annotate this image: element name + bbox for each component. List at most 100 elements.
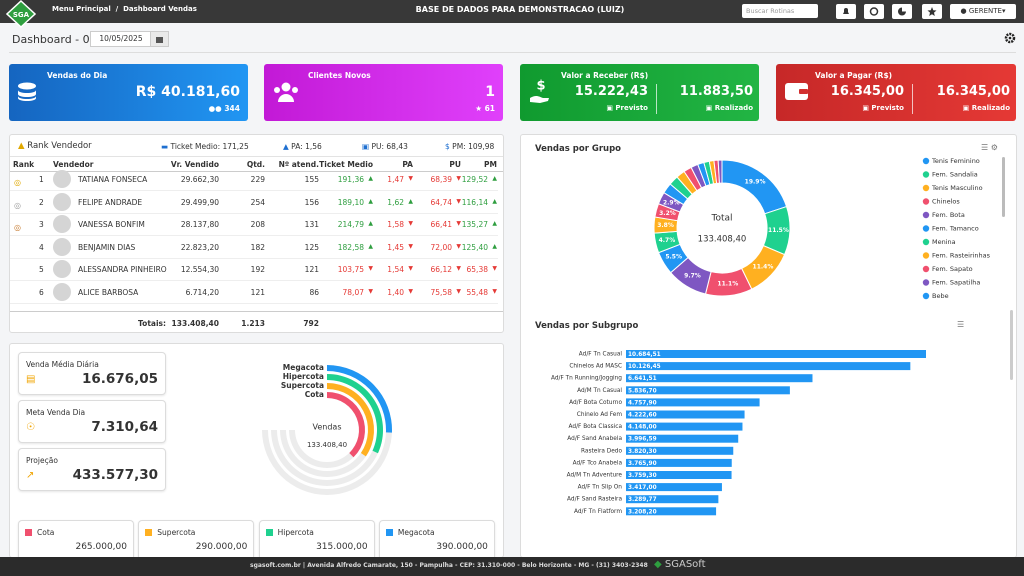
support-button[interactable]: [864, 4, 884, 19]
column-header: Rank: [13, 160, 35, 169]
trend-icon: ▼: [408, 288, 413, 295]
user-menu[interactable]: ● GERENTE▾: [950, 4, 1016, 19]
radial-bar: [327, 392, 365, 458]
slice-label: 3.8%: [657, 222, 674, 229]
legend-marker: [922, 225, 930, 232]
kpi-card: Vendas do Dia R$ 40.181,60 ●● 344: [9, 64, 248, 121]
table-cell: 182,58: [337, 242, 364, 252]
table-cell: 125: [304, 242, 319, 252]
footer-brand-text: SGASoft: [664, 559, 706, 570]
table-cell: 155: [304, 175, 319, 184]
logo[interactable]: SGA: [6, 0, 36, 28]
search-input[interactable]: Buscar Rotinas: [742, 4, 818, 18]
table-cell: 156: [304, 197, 319, 207]
rank-stat: $ PM: 109,98: [445, 142, 495, 151]
kpi-value: 15.222,43: [574, 84, 648, 99]
trend-icon: ▼: [456, 175, 461, 182]
chart-button[interactable]: [892, 4, 912, 19]
bar-value-label: 3.417,00: [628, 485, 657, 491]
calendar-button[interactable]: [150, 31, 169, 47]
bar-value-label: 3.820,30: [628, 449, 657, 455]
table-cell: 75,58: [430, 288, 452, 297]
bar: [626, 483, 722, 492]
table-cell: BENJAMIN DIAS: [78, 242, 136, 252]
trend-icon: ▲: [368, 220, 373, 228]
kpi-title: Vendas do Dia: [47, 71, 108, 80]
bar-category: Ad/M Tn Adventure: [567, 473, 623, 479]
slice-label: 19.9%: [745, 179, 766, 186]
table-cell: 1,58: [387, 220, 404, 230]
legend-scrollbar[interactable]: [1002, 157, 1005, 217]
legend-marker: [922, 171, 930, 178]
target-swatch: [25, 529, 32, 536]
settings-button[interactable]: [1004, 32, 1016, 44]
chart-menu[interactable]: ☰: [957, 320, 965, 329]
avatar: [53, 260, 71, 279]
footer: sgasoft.com.br | Avenida Alfredo Camarat…: [0, 557, 1024, 576]
target-label: Megacota: [397, 528, 435, 537]
legend-marker: [922, 238, 930, 246]
table-cell: 192: [250, 265, 265, 275]
table-cell: TATIANA FONSECA: [78, 175, 148, 184]
table-cell: 208: [250, 220, 265, 230]
kpi-sub: ▣ Previsto: [862, 104, 904, 112]
kpi-card: Valor a Pagar (R$) 16.345,00 ▣ Previsto …: [776, 64, 1016, 121]
kpi-sub-value: 61: [484, 104, 495, 113]
rank-stat-text: PM: 109,98: [452, 142, 495, 151]
table-cell: 1,45: [387, 242, 404, 252]
metric-label: Meta Venda Dia: [26, 408, 86, 417]
bar-category: Ad/F Sand Anabela: [567, 436, 622, 442]
divider: [9, 52, 1016, 53]
table-cell: 189,10: [337, 197, 364, 207]
kpi-sub: ▣ Realizado: [705, 104, 753, 112]
target-card: Hipercota 315.000,00: [258, 520, 375, 557]
bar-category: Ad/F Tn Running/Jogging: [551, 376, 622, 382]
notification-button[interactable]: [836, 4, 856, 19]
medal-icon: ◎: [14, 223, 21, 233]
divider: [10, 156, 503, 157]
bar-category: Ad/F Bota Coturno: [569, 400, 622, 406]
column-header: PM: [484, 160, 497, 169]
slice-label: 11.1%: [717, 281, 738, 288]
medal-icon: ◎: [14, 178, 21, 187]
date-input[interactable]: 10/05/2025: [90, 31, 152, 47]
trend-icon: ▼: [456, 242, 461, 250]
trend-icon: ▲: [492, 197, 497, 205]
breadcrumb-item[interactable]: Menu Principal: [52, 5, 111, 13]
breadcrumb-item[interactable]: Dashboard Vendas: [123, 5, 197, 13]
totals-label: Totais:: [138, 319, 166, 328]
row-divider: [10, 303, 498, 304]
bar: [626, 398, 760, 407]
legend-marker: [922, 157, 930, 165]
rank-panel: ▲ Rank Vendedor ▬ Ticket Medio: 171,25 ▲…: [9, 134, 504, 333]
panel-scrollbar[interactable]: [1010, 310, 1013, 380]
chart-menu[interactable]: ☰ ⚙: [981, 143, 998, 152]
trend-icon: ▲: [492, 175, 497, 182]
table-cell: 1,54: [387, 265, 404, 275]
svg-text:$: $: [536, 79, 545, 94]
legend-marker: [922, 252, 930, 259]
table-cell: 3: [39, 220, 44, 230]
table-cell: 86: [309, 288, 319, 297]
bar: [626, 471, 732, 479]
table-cell: 1,40: [387, 288, 404, 297]
rank-stat-text: PA: 1,56: [291, 142, 322, 151]
legend-marker: [922, 292, 930, 300]
chart-title: Vendas por Subgrupo: [535, 321, 639, 331]
table-cell: VANESSA BONFIM: [78, 220, 145, 230]
trend-icon: ▼: [492, 265, 497, 273]
table-cell: 72,00: [430, 242, 452, 252]
favorite-button[interactable]: [922, 4, 942, 19]
target-swatch: [265, 529, 273, 536]
kpi-divider: [656, 84, 657, 114]
table-cell: 121: [304, 265, 319, 275]
table-cell: 103,75: [337, 265, 364, 275]
kpi-sub: ▣ Previsto: [606, 104, 648, 112]
table-cell: 129,52: [461, 175, 488, 184]
legend-label: Menina: [932, 238, 956, 246]
bar-value-label: 3.208,20: [628, 509, 657, 515]
bar: [626, 374, 813, 383]
center-label: Vendas: [313, 423, 342, 432]
kpi-sub-label: Previsto: [615, 104, 648, 112]
